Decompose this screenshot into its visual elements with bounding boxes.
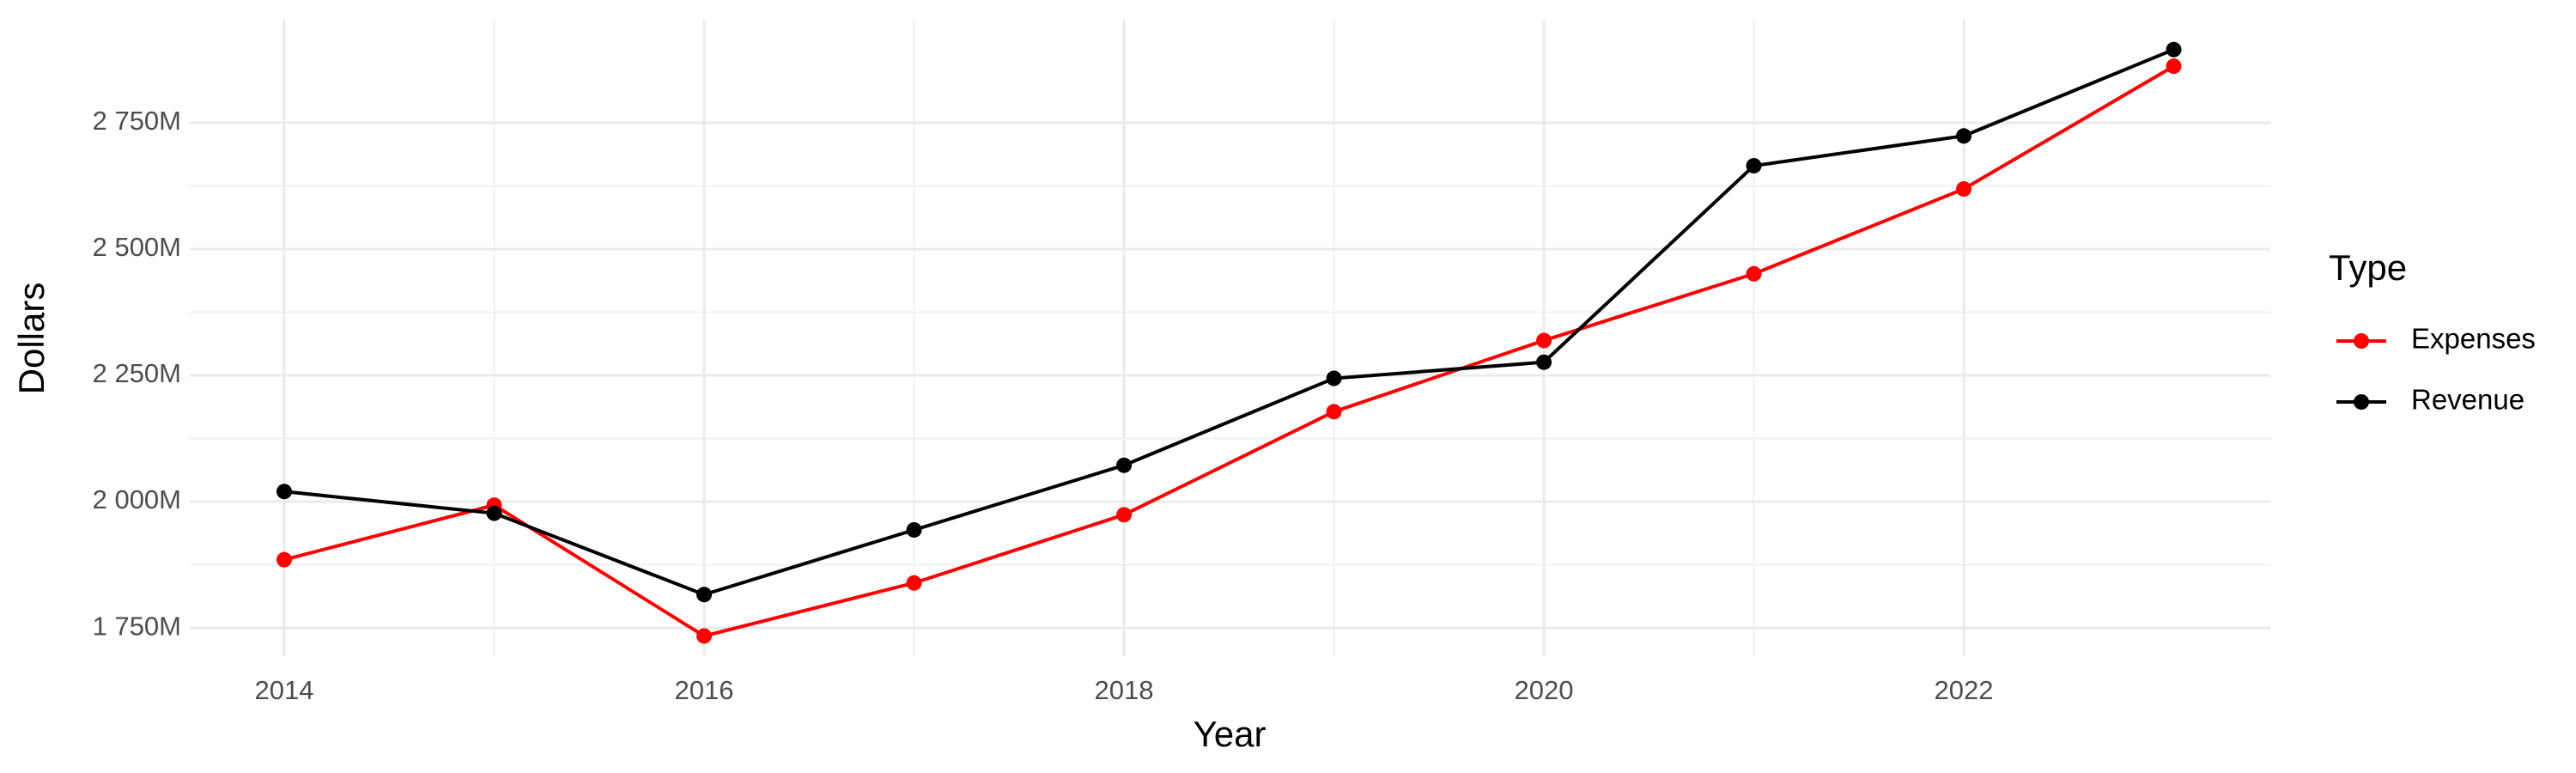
legend-label: Expenses bbox=[2411, 323, 2536, 355]
data-point bbox=[486, 505, 502, 521]
y-tick-label: 1 750M bbox=[93, 611, 181, 641]
data-point bbox=[1326, 404, 1342, 420]
data-point bbox=[906, 575, 922, 591]
data-point bbox=[1536, 354, 1552, 370]
legend-key-point bbox=[2354, 333, 2369, 349]
grid bbox=[190, 20, 2270, 656]
data-point bbox=[276, 551, 293, 568]
data-point bbox=[1746, 157, 1762, 173]
series-line bbox=[283, 47, 2175, 597]
data-point bbox=[276, 484, 293, 500]
x-tick-label: 2016 bbox=[675, 675, 734, 705]
data-point bbox=[1746, 265, 1762, 282]
data-point bbox=[2166, 58, 2182, 75]
x-tick-label: 2018 bbox=[1095, 675, 1154, 705]
data-point bbox=[906, 521, 922, 538]
y-axis-title: Dollars bbox=[11, 283, 52, 395]
y-tick-label: 2 000M bbox=[93, 484, 181, 514]
data-point bbox=[696, 628, 713, 644]
data-point bbox=[1116, 457, 1133, 473]
x-axis-title: Year bbox=[1194, 714, 1267, 754]
x-tick-label: 2020 bbox=[1515, 675, 1574, 705]
legend-key-point bbox=[2354, 394, 2369, 410]
y-tick-label: 2 750M bbox=[93, 106, 181, 136]
data-point bbox=[2166, 41, 2182, 58]
x-tick-label: 2022 bbox=[1935, 675, 1994, 705]
data-point bbox=[1956, 181, 1972, 198]
series-line bbox=[283, 64, 2175, 638]
data-point bbox=[1956, 128, 1972, 144]
y-tick-label: 2 500M bbox=[93, 232, 181, 262]
x-tick-label: 2014 bbox=[255, 675, 314, 705]
legend-label: Revenue bbox=[2411, 384, 2524, 416]
data-point bbox=[1326, 370, 1342, 386]
data-point bbox=[1536, 332, 1552, 349]
y-tick-label: 2 250M bbox=[93, 358, 181, 388]
legend-title: Type bbox=[2329, 247, 2407, 288]
data-point bbox=[696, 587, 713, 603]
data-point bbox=[1116, 507, 1133, 523]
